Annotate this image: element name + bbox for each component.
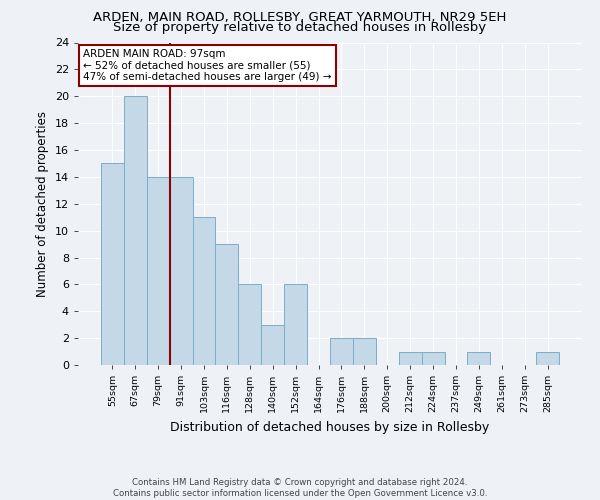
Bar — [536, 352, 559, 365]
Bar — [422, 352, 445, 365]
Bar — [261, 324, 284, 365]
Text: Contains HM Land Registry data © Crown copyright and database right 2024.
Contai: Contains HM Land Registry data © Crown c… — [113, 478, 487, 498]
Bar — [399, 352, 422, 365]
Bar — [193, 217, 215, 365]
Bar — [467, 352, 490, 365]
Bar — [124, 96, 147, 365]
Text: Size of property relative to detached houses in Rollesby: Size of property relative to detached ho… — [113, 21, 487, 34]
Bar — [147, 177, 170, 365]
Bar — [238, 284, 261, 365]
Text: ARDEN, MAIN ROAD, ROLLESBY, GREAT YARMOUTH, NR29 5EH: ARDEN, MAIN ROAD, ROLLESBY, GREAT YARMOU… — [94, 11, 506, 24]
Y-axis label: Number of detached properties: Number of detached properties — [36, 111, 49, 296]
Text: ARDEN MAIN ROAD: 97sqm
← 52% of detached houses are smaller (55)
47% of semi-det: ARDEN MAIN ROAD: 97sqm ← 52% of detached… — [83, 49, 332, 82]
Bar — [330, 338, 353, 365]
Bar — [353, 338, 376, 365]
Bar — [101, 164, 124, 365]
Bar — [215, 244, 238, 365]
Bar — [284, 284, 307, 365]
X-axis label: Distribution of detached houses by size in Rollesby: Distribution of detached houses by size … — [170, 420, 490, 434]
Bar — [170, 177, 193, 365]
